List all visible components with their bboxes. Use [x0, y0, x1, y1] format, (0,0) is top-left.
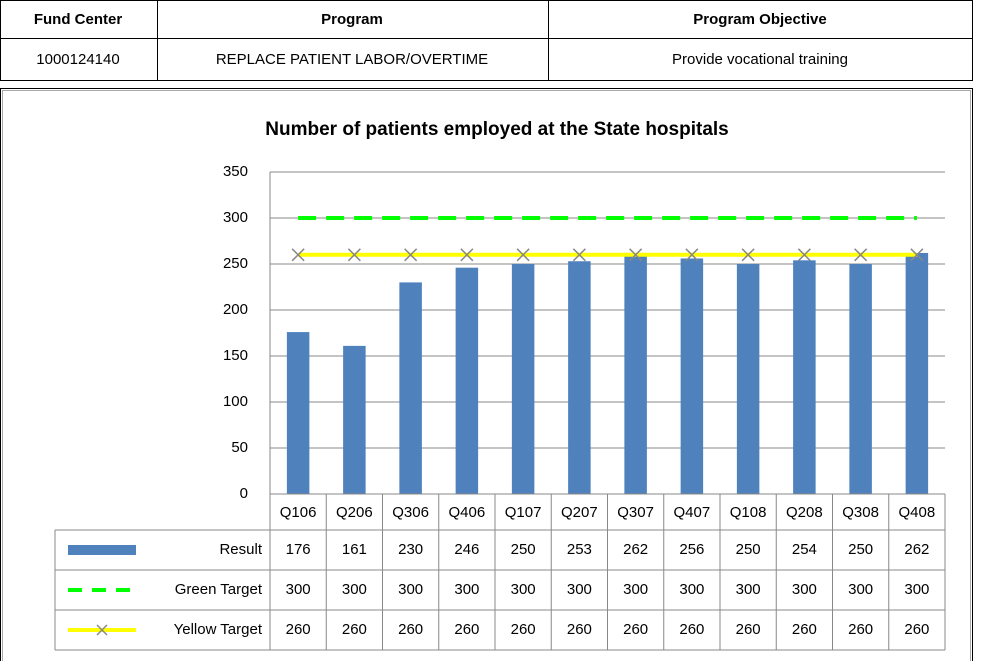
table-value: 300: [679, 581, 704, 598]
bar: [568, 261, 591, 494]
bar: [399, 282, 422, 494]
header-cell: Program: [321, 11, 383, 28]
table-value: 262: [623, 541, 648, 558]
table-value: 300: [567, 581, 592, 598]
x-tick-label: Q108: [730, 504, 767, 521]
table-value: 254: [792, 541, 817, 558]
marker: [629, 248, 643, 262]
table-value: 260: [679, 621, 704, 638]
legend-marker: [96, 624, 108, 636]
table-value: 300: [511, 581, 536, 598]
y-tick-label: 50: [231, 439, 248, 456]
chart-inner-border: [2, 90, 971, 666]
legend-label: Result: [219, 541, 262, 558]
marker: [854, 248, 868, 262]
table-value: 300: [904, 581, 929, 598]
marker: [910, 248, 924, 262]
bar: [511, 264, 535, 494]
table-value: 300: [342, 581, 367, 598]
bar: [343, 345, 366, 494]
table-value: 260: [904, 621, 929, 638]
header-table-border: [0, 0, 973, 81]
table-value: 250: [511, 541, 536, 558]
table-value: 300: [792, 581, 817, 598]
table-value: 161: [342, 541, 367, 558]
x-tick-label: Q206: [336, 504, 373, 521]
marker: [516, 248, 530, 262]
table-cell: REPLACE PATIENT LABOR/OVERTIME: [216, 51, 488, 68]
x-tick-label: Q306: [392, 504, 429, 521]
legend-label: Yellow Target: [174, 621, 263, 638]
table-cell: 1000124140: [36, 51, 119, 68]
bar: [286, 332, 310, 494]
y-tick-label: 300: [223, 209, 248, 226]
bar: [680, 258, 704, 494]
chart-border: [0, 88, 973, 666]
x-tick-label: Q106: [280, 504, 317, 521]
table-value: 246: [454, 541, 479, 558]
chart-title: Number of patients employed at the State…: [265, 119, 728, 140]
y-tick-label: 200: [223, 301, 248, 318]
marker: [347, 248, 361, 262]
x-tick-label: Q308: [842, 504, 879, 521]
bar: [455, 267, 479, 494]
x-tick-label: Q408: [899, 504, 936, 521]
marker: [572, 248, 586, 262]
table-value: 260: [736, 621, 761, 638]
table-value: 250: [848, 541, 873, 558]
table-value: 260: [511, 621, 536, 638]
x-tick-label: Q307: [617, 504, 654, 521]
table-value: 300: [736, 581, 761, 598]
marker: [685, 248, 699, 262]
x-tick-label: Q208: [786, 504, 823, 521]
marker: [404, 248, 418, 262]
y-tick-label: 150: [223, 347, 248, 364]
y-tick-label: 100: [223, 393, 248, 410]
table-value: 260: [286, 621, 311, 638]
table-cell: Provide vocational training: [672, 51, 848, 68]
table-value: 300: [623, 581, 648, 598]
bar: [736, 264, 760, 494]
x-tick-label: Q407: [674, 504, 711, 521]
table-value: 300: [848, 581, 873, 598]
table-value: 253: [567, 541, 592, 558]
bar: [849, 264, 872, 494]
table-value: 256: [679, 541, 704, 558]
table-value: 260: [848, 621, 873, 638]
y-tick-label: 250: [223, 255, 248, 272]
table-value: 260: [792, 621, 817, 638]
table-value: 262: [904, 541, 929, 558]
table-value: 300: [454, 581, 479, 598]
marker: [741, 248, 755, 262]
table-value: 260: [342, 621, 367, 638]
bar: [905, 252, 929, 494]
y-tick-label: 350: [223, 163, 248, 180]
table-value: 230: [398, 541, 423, 558]
marker: [460, 248, 474, 262]
legend-swatch: [68, 545, 136, 555]
legend-label: Green Target: [175, 581, 263, 598]
x-tick-label: Q207: [561, 504, 598, 521]
table-value: 300: [286, 581, 311, 598]
x-tick-label: Q107: [505, 504, 542, 521]
table-value: 250: [736, 541, 761, 558]
header-cell: Fund Center: [34, 11, 122, 28]
y-tick-label: 0: [240, 485, 248, 502]
marker: [291, 248, 305, 262]
table-value: 260: [567, 621, 592, 638]
marker: [797, 248, 811, 262]
table-value: 260: [623, 621, 648, 638]
header-cell: Program Objective: [693, 11, 826, 28]
table-value: 260: [454, 621, 479, 638]
bar: [624, 252, 647, 494]
x-tick-label: Q406: [449, 504, 486, 521]
bar: [793, 260, 816, 494]
table-value: 260: [398, 621, 423, 638]
table-value: 300: [398, 581, 423, 598]
table-value: 176: [286, 541, 311, 558]
